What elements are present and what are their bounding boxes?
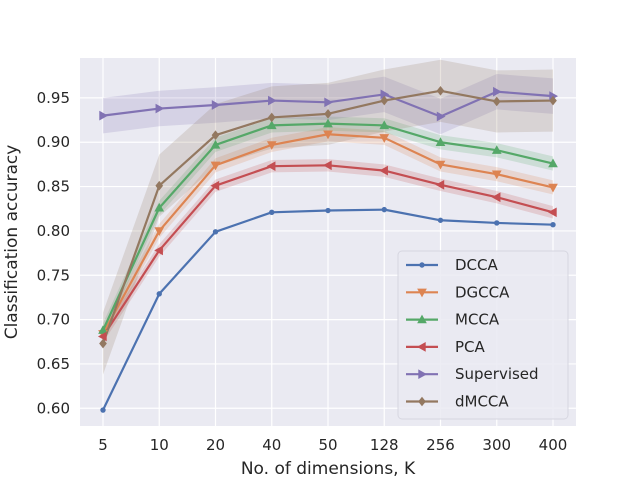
x-tick-label: 256 [426, 436, 455, 454]
pca-point [491, 192, 501, 203]
pca-point [379, 165, 388, 176]
x-tick-label: 400 [539, 436, 568, 454]
mcca-point [323, 118, 333, 128]
legend-marker-pca [416, 342, 426, 352]
x-tick-labels: 5 10 20 40 50 128 256 300 400 [98, 436, 567, 454]
pca-point [210, 180, 220, 191]
dgcca-point [548, 183, 558, 193]
x-tick-label: 40 [262, 436, 281, 454]
dgcca-point [210, 161, 221, 171]
supervised-point [436, 111, 446, 122]
pca-point [435, 179, 445, 190]
dgcca-point [435, 160, 446, 170]
series-markers [97, 86, 559, 413]
dcca-point [494, 220, 500, 226]
legend-label-supervised: Supervised [455, 365, 539, 383]
dcca-point [437, 217, 444, 223]
dmcca-point [549, 95, 557, 106]
dmcca-point [155, 180, 164, 191]
y-tick-label: 0.75 [37, 266, 70, 284]
dcca-point [381, 206, 387, 213]
y-tick-label: 0.90 [37, 133, 70, 151]
x-tick-label: 300 [482, 436, 511, 454]
pca-point [266, 161, 276, 172]
legend-box [397, 250, 569, 420]
y-tick-label: 0.80 [37, 222, 70, 240]
dmcca-point [324, 109, 332, 119]
dmcca-point [99, 338, 107, 349]
legend-label-dcca: DCCA [455, 256, 498, 274]
dmcca-point [492, 96, 501, 107]
dgcca-point [323, 130, 333, 140]
y-tick-label: 0.60 [37, 399, 70, 417]
pca-point [97, 331, 107, 342]
dgcca-point [379, 134, 390, 143]
legend-label-dgcca: DGCCA [455, 283, 510, 301]
mcca-point [210, 139, 221, 149]
dcca-point [269, 209, 275, 215]
legend-marker-dmcca [418, 396, 426, 407]
mcca-point [435, 137, 446, 146]
dcca-point [325, 207, 331, 214]
x-tick-label: 128 [370, 436, 399, 454]
mcca-point [491, 145, 502, 154]
dgcca-point [154, 227, 165, 236]
supervised-point [211, 100, 221, 110]
legend-marker-dgcca [417, 288, 427, 298]
supervised-point [99, 110, 109, 121]
legend-label-dmcca: dMCCA [455, 393, 509, 411]
legend-marker-supervised [418, 369, 428, 380]
dgcca-point [491, 170, 502, 180]
dmcca-point [436, 86, 445, 96]
dcca-point [156, 291, 162, 297]
y-axis-label: Classification accuracy [2, 145, 22, 340]
dcca-point [212, 229, 219, 235]
x-tick-label: 20 [206, 436, 225, 454]
x-tick-label: 50 [318, 436, 337, 454]
dmcca-point [267, 112, 276, 123]
dmcca-point [211, 130, 220, 140]
y-tick-labels: 0.60 0.65 0.70 0.75 0.80 0.85 0.90 0.95 [37, 89, 70, 417]
dgcca-point [266, 141, 277, 150]
dcca-point [100, 407, 106, 413]
legend-label-pca: PCA [455, 338, 486, 356]
mcca-point [154, 202, 165, 212]
y-tick-label: 0.95 [37, 89, 70, 107]
supervised-point [268, 95, 277, 106]
x-tick-label: 10 [150, 436, 169, 454]
legend-label-mcca: MCCA [455, 311, 500, 329]
y-tick-label: 0.65 [37, 355, 70, 373]
supervised-point [493, 86, 502, 97]
legend: DCCA DGCCA MCCA PCA Supervised dMCCA [397, 250, 569, 420]
legend-marker-mcca [417, 314, 427, 324]
pca-point [322, 160, 332, 171]
pca-point [154, 245, 163, 256]
dmcca-point [380, 95, 389, 106]
mcca-point [98, 325, 108, 334]
supervised-point [324, 97, 334, 108]
y-tick-label: 0.70 [37, 311, 70, 329]
pca-point [547, 207, 557, 218]
mcca-point [266, 120, 277, 130]
x-tick-label: 5 [98, 436, 108, 454]
dcca-point [550, 222, 556, 228]
mcca-point [379, 120, 390, 130]
y-tick-label: 0.85 [37, 178, 70, 196]
supervised-point [155, 103, 165, 114]
mcca-point [548, 158, 558, 168]
x-axis-label: No. of dimensions, K [241, 459, 416, 479]
legend-marker-dcca [419, 262, 425, 268]
